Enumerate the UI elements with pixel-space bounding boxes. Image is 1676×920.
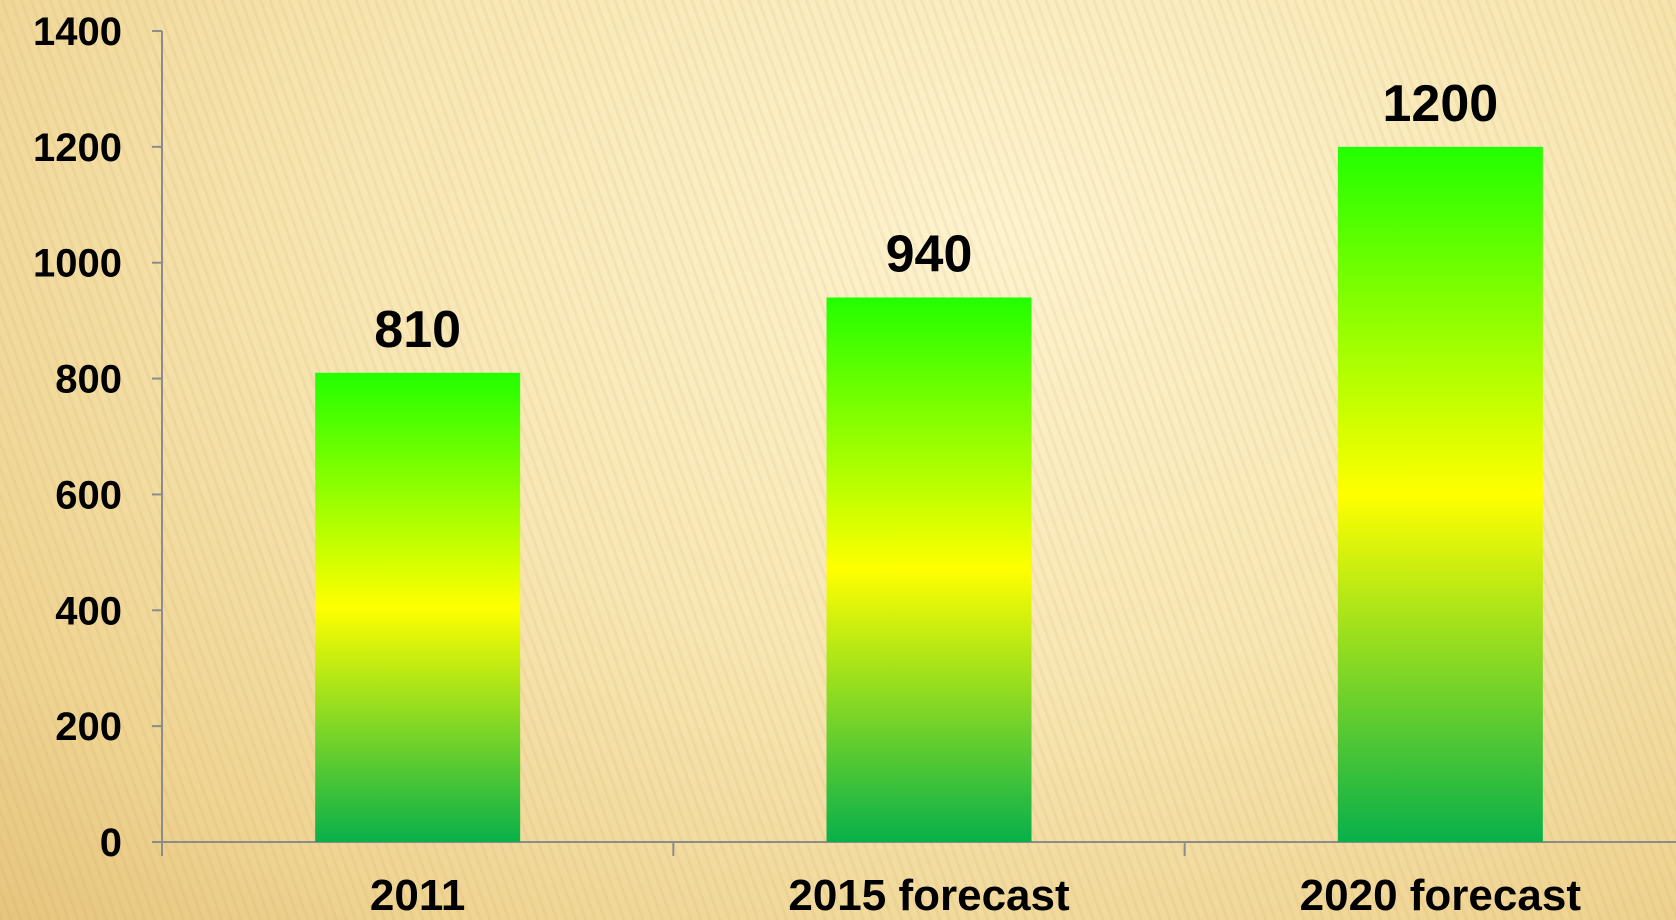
data-label: 940 bbox=[886, 225, 973, 283]
x-axis: 2011 2015 forecast 2020 forecast bbox=[161, 841, 1676, 920]
y-tick-label: 600 bbox=[55, 473, 122, 517]
data-labels: 810 940 1200 bbox=[374, 75, 1498, 359]
data-label: 810 bbox=[374, 301, 461, 359]
x-category-label: 2020 forecast bbox=[1300, 871, 1582, 920]
bar-1 bbox=[315, 372, 521, 842]
y-axis: 0 200 400 600 800 1000 1200 1400 bbox=[33, 10, 163, 865]
y-tick-label: 800 bbox=[55, 358, 122, 402]
y-tick-label: 0 bbox=[100, 821, 122, 865]
y-tick-label: 1000 bbox=[33, 242, 122, 286]
bar-2 bbox=[826, 297, 1032, 842]
y-tick-label: 1400 bbox=[33, 10, 122, 54]
y-tick-label: 200 bbox=[55, 705, 122, 749]
bars bbox=[315, 146, 1543, 842]
bar-3 bbox=[1337, 146, 1543, 842]
x-category-label: 2011 bbox=[370, 871, 465, 920]
y-tick-label: 400 bbox=[55, 589, 122, 633]
y-tick-label: 1200 bbox=[33, 126, 122, 170]
data-label: 1200 bbox=[1382, 75, 1498, 133]
x-category-label: 2015 forecast bbox=[788, 871, 1070, 920]
